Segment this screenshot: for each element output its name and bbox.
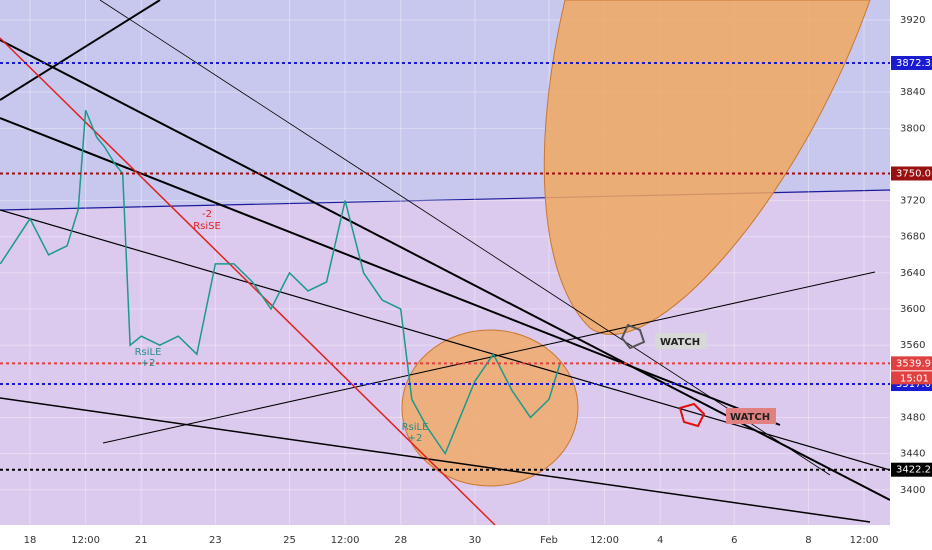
x-tick-label: 23 bbox=[209, 535, 222, 546]
projection-zone bbox=[543, 0, 871, 335]
watch-icon bbox=[620, 323, 646, 350]
price-tag bbox=[891, 166, 932, 181]
price-tag-label: 3539.9 bbox=[896, 358, 931, 369]
signal-label: +2 bbox=[141, 358, 156, 369]
price-tag bbox=[891, 55, 932, 70]
x-tick-label: 30 bbox=[468, 535, 481, 546]
watch-label: WATCH bbox=[730, 412, 770, 423]
y-tick-label: 3920 bbox=[900, 15, 925, 26]
watch-box bbox=[655, 333, 707, 349]
x-tick-label: 18 bbox=[24, 535, 37, 546]
y-tick-label: 3560 bbox=[900, 340, 925, 351]
watch-box bbox=[726, 408, 776, 424]
countdown-tag bbox=[891, 371, 932, 385]
countdown-label: 15:01 bbox=[900, 373, 929, 384]
x-tick-label: 12:00 bbox=[71, 535, 100, 546]
x-tick-label: 21 bbox=[135, 535, 148, 546]
y-tick-label: 3640 bbox=[900, 268, 925, 279]
trendline-red bbox=[0, 37, 496, 526]
y-tick-label: 3400 bbox=[900, 485, 925, 496]
x-tick-label: 12:00 bbox=[850, 535, 879, 546]
y-tick-label: 3600 bbox=[900, 304, 925, 315]
watch-icon bbox=[678, 402, 706, 428]
x-tick-label: 4 bbox=[657, 535, 663, 546]
price-tag-label: 3750.0 bbox=[896, 168, 931, 179]
signal-label: RsiSE bbox=[193, 221, 221, 232]
watch-label: WATCH bbox=[660, 337, 700, 348]
x-tick-label: 25 bbox=[283, 535, 296, 546]
time-axis-bg bbox=[0, 525, 932, 550]
signal-label: RsiLE bbox=[402, 422, 429, 433]
y-tick-label: 3800 bbox=[900, 123, 925, 134]
y-tick-label: 3720 bbox=[900, 196, 925, 207]
y-tick-label: 3680 bbox=[900, 232, 925, 243]
x-tick-label: Feb bbox=[540, 535, 558, 546]
x-tick-label: 6 bbox=[731, 535, 737, 546]
price-tag bbox=[891, 462, 932, 477]
range-ellipse bbox=[401, 329, 579, 487]
price-tag-label: 3517.0 bbox=[896, 379, 931, 390]
x-tick-label: 12:00 bbox=[590, 535, 619, 546]
price-tag-label: 3872.3 bbox=[896, 58, 931, 69]
price-tag-label: 3422.2 bbox=[896, 465, 931, 476]
y-tick-label: 3840 bbox=[900, 87, 925, 98]
x-tick-label: 28 bbox=[394, 535, 407, 546]
price-tag bbox=[891, 356, 932, 371]
signal-label: RsiLE bbox=[135, 347, 162, 358]
signal-label: +2 bbox=[408, 433, 423, 444]
x-tick-label: 8 bbox=[805, 535, 811, 546]
price-axis-bg bbox=[890, 0, 932, 525]
y-tick-label: 3480 bbox=[900, 412, 925, 423]
signal-label: -2 bbox=[202, 209, 212, 220]
x-tick-label: 12:00 bbox=[331, 535, 360, 546]
price-line bbox=[0, 109, 561, 456]
y-tick-label: 3440 bbox=[900, 449, 925, 460]
